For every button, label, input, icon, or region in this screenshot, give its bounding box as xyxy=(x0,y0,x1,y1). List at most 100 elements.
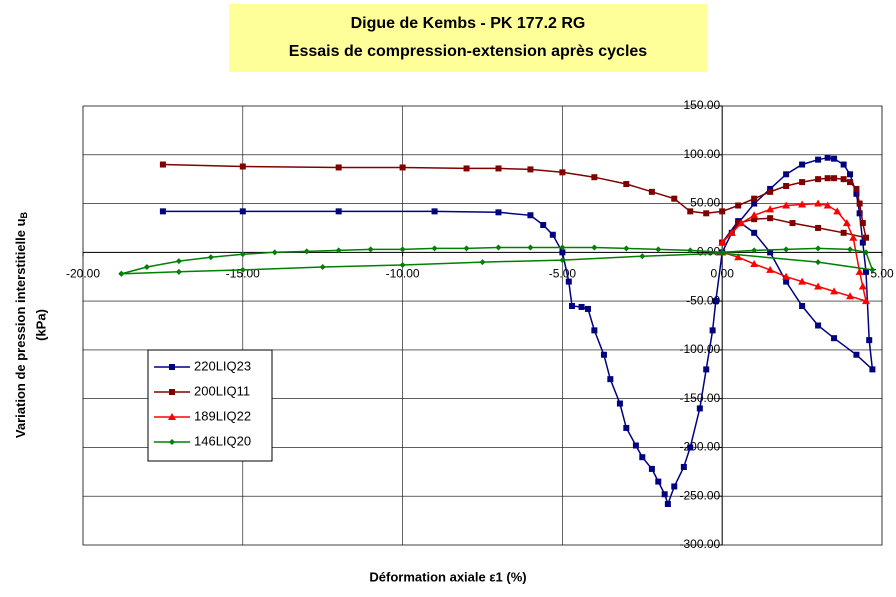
marker xyxy=(719,250,726,257)
marker xyxy=(696,405,703,412)
y-tick-label: -200.00 xyxy=(679,440,720,454)
marker xyxy=(463,245,470,252)
marker xyxy=(766,265,775,273)
marker xyxy=(783,171,790,178)
marker xyxy=(549,231,556,238)
marker xyxy=(540,222,547,229)
marker xyxy=(824,175,831,182)
marker xyxy=(623,424,630,431)
marker xyxy=(853,351,860,358)
marker xyxy=(527,212,534,219)
marker xyxy=(782,272,791,280)
marker xyxy=(600,351,607,358)
marker xyxy=(849,233,858,241)
marker xyxy=(858,282,867,290)
marker xyxy=(750,260,759,268)
marker xyxy=(863,234,870,241)
legend-label: 146LIQ20 xyxy=(194,433,251,448)
marker xyxy=(143,263,150,270)
x-tick-label: -20.00 xyxy=(66,267,100,281)
marker xyxy=(863,268,870,275)
marker xyxy=(799,302,806,309)
marker xyxy=(367,246,374,253)
marker xyxy=(399,164,406,171)
x-tick-label: -5.00 xyxy=(549,267,577,281)
marker xyxy=(734,253,743,261)
marker xyxy=(859,220,866,227)
marker xyxy=(239,251,246,258)
marker xyxy=(824,154,831,161)
marker xyxy=(639,253,646,260)
marker xyxy=(831,335,838,342)
marker xyxy=(399,246,406,253)
marker xyxy=(591,244,598,251)
marker xyxy=(495,244,502,251)
marker xyxy=(495,209,502,216)
marker xyxy=(687,444,694,451)
marker xyxy=(863,249,870,256)
legend-marker xyxy=(169,364,175,370)
marker xyxy=(846,292,855,300)
marker xyxy=(842,219,851,227)
chart-title: Digue de Kembs - PK 177.2 RG xyxy=(351,15,586,32)
marker xyxy=(591,174,598,181)
marker xyxy=(623,181,630,188)
marker xyxy=(703,210,710,217)
marker xyxy=(671,195,678,202)
marker xyxy=(559,244,566,251)
marker xyxy=(303,248,310,255)
marker xyxy=(814,199,823,207)
y-axis-label: Variation de pression interstitielle uB xyxy=(13,211,29,438)
marker xyxy=(815,245,822,252)
marker xyxy=(783,278,790,285)
marker xyxy=(815,224,822,231)
marker xyxy=(869,266,876,273)
marker xyxy=(648,188,655,195)
marker xyxy=(703,366,710,373)
marker xyxy=(655,246,662,253)
marker xyxy=(568,302,575,309)
marker xyxy=(239,266,246,273)
marker xyxy=(559,249,566,256)
marker xyxy=(751,195,758,202)
plot-area xyxy=(82,105,883,546)
marker xyxy=(840,229,847,236)
marker xyxy=(782,201,791,209)
marker xyxy=(735,220,742,227)
marker xyxy=(840,176,847,183)
marker xyxy=(823,201,832,209)
marker xyxy=(271,249,278,256)
marker xyxy=(239,208,246,215)
series-line xyxy=(162,163,867,244)
legend-marker xyxy=(169,389,175,395)
marker xyxy=(847,246,854,253)
marker xyxy=(815,156,822,163)
marker xyxy=(859,239,866,246)
y-tick-label: 150.00 xyxy=(683,98,720,112)
marker xyxy=(783,182,790,189)
marker xyxy=(559,257,566,264)
marker xyxy=(319,263,326,270)
marker xyxy=(712,298,719,305)
marker xyxy=(767,188,774,195)
y-tick-label: -50.00 xyxy=(686,293,720,307)
marker xyxy=(527,166,534,173)
marker xyxy=(862,297,871,305)
marker xyxy=(767,215,774,222)
marker xyxy=(830,287,839,295)
marker xyxy=(840,161,847,168)
x-axis-label: Déformation axiale ε1 (%) xyxy=(369,569,526,584)
marker xyxy=(565,278,572,285)
marker xyxy=(639,454,646,461)
marker xyxy=(751,247,758,254)
marker xyxy=(847,179,854,186)
marker xyxy=(661,491,668,498)
marker xyxy=(767,249,774,256)
marker xyxy=(671,483,678,490)
marker xyxy=(869,366,876,373)
marker xyxy=(118,270,125,277)
marker xyxy=(709,327,716,334)
marker xyxy=(463,165,470,172)
marker xyxy=(655,478,662,485)
marker xyxy=(815,322,822,329)
